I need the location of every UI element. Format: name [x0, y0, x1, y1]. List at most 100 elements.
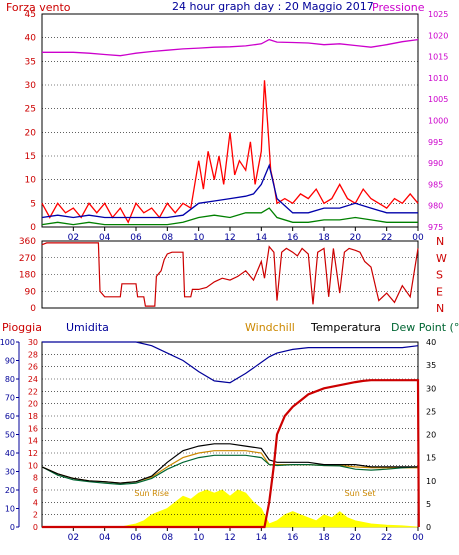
- humidity-series: [42, 341, 419, 384]
- y-tick-label: 270: [19, 254, 36, 264]
- y2-tick-label: 985: [428, 180, 443, 189]
- y-tick-label: 90: [25, 287, 37, 297]
- y2-tick-label: 1020: [428, 31, 448, 40]
- rain-tick-label: 6: [33, 486, 38, 495]
- y2-tick-label: 1025: [428, 10, 448, 19]
- rain-tick-label: 28: [28, 350, 38, 359]
- plot-area: [41, 13, 419, 228]
- temperature-tick-label: 15: [426, 454, 436, 463]
- y-tick-label: 180: [19, 271, 36, 281]
- humidity-tick-label: 90: [5, 357, 15, 366]
- y-tick-label: 40: [25, 34, 37, 44]
- dewpoint-series: [41, 454, 419, 486]
- x-tick-label: 04: [99, 533, 111, 543]
- y-tick-label: 0: [30, 304, 36, 314]
- wind-direction-series: [41, 242, 419, 307]
- x-tick-label: 14: [256, 533, 268, 543]
- y-tick-label: 5: [30, 199, 36, 209]
- x-tick-label: 16: [287, 533, 299, 543]
- x-tick-label: 20: [350, 533, 362, 543]
- y2-tick-label: 995: [428, 138, 443, 147]
- rain-tick-label: 8: [33, 474, 38, 483]
- x-tick-label: 12: [224, 233, 235, 243]
- y2-tick-label: 980: [428, 202, 443, 211]
- sun-rise-label: Sun Rise: [134, 489, 169, 498]
- pressure-series: [42, 38, 419, 57]
- y-tick-label: 10: [25, 176, 37, 186]
- rain-tick-label: 20: [28, 400, 38, 409]
- compass-label: W: [436, 252, 447, 265]
- y2-tick-label: 1015: [428, 53, 448, 62]
- y2-tick-label: 975: [428, 223, 443, 232]
- temperature-tick-label: 25: [426, 407, 436, 416]
- legend-temperature: Temperatura: [310, 321, 381, 334]
- compass-label: N: [436, 302, 444, 315]
- x-tick-label: 00: [412, 233, 424, 243]
- x-tick-label: 18: [318, 233, 330, 243]
- compass-label: E: [436, 285, 443, 298]
- y-tick-label: 25: [25, 105, 36, 115]
- pressure-axis-label: Pressione: [372, 1, 425, 14]
- rain-tick-label: 12: [28, 449, 38, 458]
- temperature-tick-label: 35: [426, 361, 436, 370]
- temperature-tick-label: 40: [426, 338, 436, 347]
- x-tick-label: 04: [99, 233, 111, 243]
- temperature-tick-label: 10: [426, 477, 436, 486]
- humidity-tick-label: 20: [5, 486, 15, 495]
- x-tick-label: 08: [162, 233, 174, 243]
- legend-windchill: Windchill: [245, 321, 295, 334]
- y2-tick-label: 1005: [428, 95, 448, 104]
- rain-tick-label: 30: [28, 338, 38, 347]
- y2-tick-label: 990: [428, 159, 443, 168]
- rain-series: [42, 379, 420, 529]
- x-tick-label: 18: [318, 533, 330, 543]
- legend-rain: Pioggia: [2, 321, 42, 334]
- y-tick-label: 15: [25, 152, 36, 162]
- temperature-tick-label: 0: [426, 523, 431, 532]
- compass-label: N: [436, 235, 444, 248]
- wind-avg-series: [41, 163, 418, 219]
- humidity-tick-label: 60: [5, 412, 15, 421]
- y-tick-label: 360: [19, 237, 36, 247]
- x-tick-label: 06: [130, 533, 142, 543]
- y-tick-label: 30: [25, 81, 37, 91]
- rain-tick-label: 14: [28, 437, 38, 446]
- rain-tick-label: 4: [33, 498, 38, 507]
- rain-tick-label: 0: [33, 523, 38, 532]
- x-tick-label: 08: [162, 533, 174, 543]
- rain-tick-label: 26: [28, 363, 38, 372]
- humidity-tick-label: 30: [5, 468, 15, 477]
- solar-area: [120, 489, 419, 528]
- rain-tick-label: 18: [28, 412, 38, 421]
- x-tick-label: 06: [130, 233, 142, 243]
- compass-label: S: [436, 269, 443, 282]
- x-tick-label: 12: [224, 533, 235, 543]
- wind-axis-label: Forza vento: [6, 1, 71, 14]
- wind-min-series: [41, 207, 418, 226]
- x-tick-label: 22: [381, 233, 392, 243]
- y-tick-label: 20: [25, 128, 37, 138]
- y-tick-label: 0: [30, 223, 36, 233]
- legend-dewpoint: Dew Point (°C: [391, 321, 459, 334]
- legend-humidity: Umidita: [66, 321, 109, 334]
- temperature-series: [41, 443, 418, 484]
- x-tick-label: 02: [68, 533, 79, 543]
- humidity-tick-label: 40: [5, 449, 15, 458]
- x-tick-label: 10: [193, 233, 205, 243]
- y2-tick-label: 1010: [428, 74, 448, 83]
- temperature-tick-label: 5: [426, 500, 431, 509]
- temperature-tick-label: 30: [426, 384, 436, 393]
- x-tick-label: 16: [287, 233, 299, 243]
- page-title: 24 hour graph day : 20 Maggio 2017: [172, 0, 374, 13]
- temperature-tick-label: 20: [426, 431, 436, 440]
- humidity-tick-label: 50: [5, 431, 15, 440]
- rain-tick-label: 10: [28, 461, 38, 470]
- x-tick-label: 22: [381, 533, 392, 543]
- x-tick-label: 10: [193, 533, 205, 543]
- rain-tick-label: 2: [33, 511, 38, 520]
- x-tick-label: 02: [68, 233, 79, 243]
- x-tick-label: 20: [350, 233, 362, 243]
- sun-set-label: Sun Set: [345, 489, 376, 498]
- y2-tick-label: 1000: [428, 117, 448, 126]
